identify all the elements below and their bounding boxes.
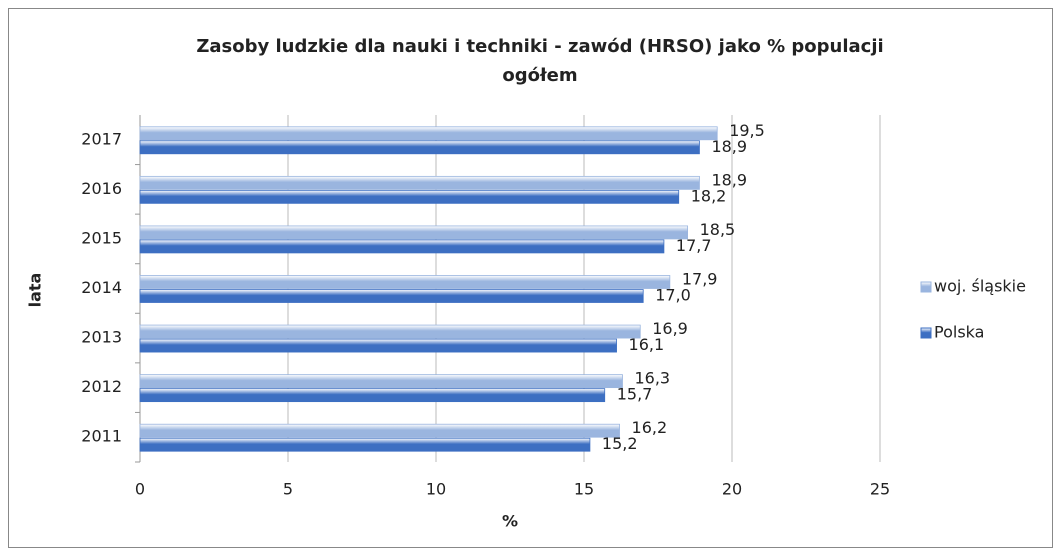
legend-label: Polska <box>934 323 984 342</box>
data-label: 18,9 <box>711 170 747 189</box>
y-tick-label: 2011 <box>81 427 122 446</box>
data-label: 15,7 <box>617 385 653 404</box>
x-tick-label: 20 <box>722 480 742 499</box>
data-label: 19,5 <box>729 121 765 140</box>
x-axis-title: % <box>502 512 518 531</box>
y-tick-label: 2017 <box>81 129 122 148</box>
y-axis-title: lata <box>26 273 45 308</box>
data-label: 18,9 <box>711 137 747 156</box>
data-label: 16,9 <box>652 319 688 338</box>
bar <box>139 126 718 141</box>
chart-title: Zasoby ludzkie dla nauki i techniki - za… <box>196 36 883 57</box>
x-tick-label: 25 <box>870 480 890 499</box>
bar <box>139 388 606 403</box>
bar <box>139 239 665 254</box>
data-label: 16,3 <box>634 369 670 388</box>
bar <box>139 324 641 339</box>
y-tick-label: 2016 <box>81 179 122 198</box>
bar <box>139 225 688 240</box>
data-label: 16,1 <box>629 335 665 354</box>
chart-title: ogółem <box>502 65 577 86</box>
data-label: 16,2 <box>632 418 668 437</box>
legend-marker <box>920 327 932 339</box>
x-tick-label: 15 <box>574 480 594 499</box>
bar <box>139 289 644 303</box>
y-tick-label: 2014 <box>81 278 122 297</box>
x-tick-label: 5 <box>283 480 293 499</box>
legend-label: woj. śląskie <box>934 277 1026 296</box>
bar <box>139 374 623 389</box>
y-tick-label: 2012 <box>81 377 122 396</box>
x-tick-label: 0 <box>135 480 145 499</box>
data-label: 17,7 <box>676 236 712 255</box>
bar <box>139 437 591 452</box>
bar <box>139 423 620 438</box>
bar <box>139 189 680 204</box>
y-tick-label: 2013 <box>81 328 122 347</box>
x-tick-label: 10 <box>426 480 446 499</box>
bar <box>139 140 700 155</box>
bar <box>139 275 671 289</box>
bar <box>139 175 700 190</box>
data-label: 17,0 <box>655 286 691 305</box>
bar <box>139 338 617 353</box>
data-label: 18,5 <box>700 220 736 239</box>
data-label: 18,2 <box>691 186 727 205</box>
data-label: 15,2 <box>602 434 638 453</box>
y-tick-label: 2015 <box>81 228 122 247</box>
data-label: 17,9 <box>682 270 718 289</box>
legend-marker <box>920 281 932 293</box>
